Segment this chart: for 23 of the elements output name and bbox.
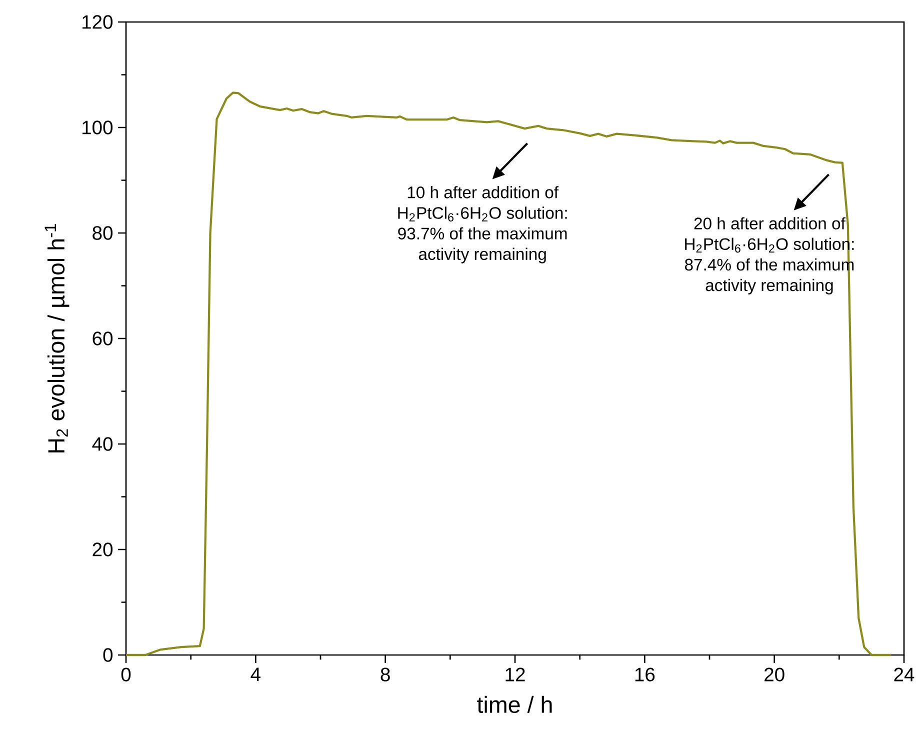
- y-tick-label: 0: [103, 648, 113, 662]
- x-axis-title: time / h: [477, 696, 552, 714]
- y-tick-label: 20: [92, 542, 113, 556]
- annotation: activity remaining: [418, 248, 546, 264]
- y-tick-label: 100: [82, 120, 113, 134]
- x-tick-label: 24: [894, 668, 914, 682]
- x-tick-label: 16: [635, 668, 655, 682]
- y-tick-label: 120: [82, 15, 113, 29]
- annotation: H$_{2}$PtCl$_{6}$·6H$_{2}$O solution:: [398, 206, 567, 222]
- y-tick-label: 80: [92, 226, 113, 240]
- y-axis-title: H$_{2}$ evolution / µmol h$^{-1}$: [44, 224, 70, 452]
- x-tick-label: 4: [250, 668, 260, 682]
- annotation: 93.7% of the maximum: [398, 227, 567, 240]
- y-tick-label: 40: [92, 437, 113, 451]
- line-series: [124, 92, 892, 656]
- y-tick-label: 60: [92, 332, 113, 346]
- x-tick-label: 12: [506, 668, 525, 682]
- x-tick-label: 8: [380, 668, 390, 682]
- annotation: 10 h after addition of: [408, 186, 559, 198]
- annotation: 20 h after addition of: [694, 217, 846, 230]
- x-tick-label: 0: [121, 668, 131, 682]
- x-tick-label: 20: [764, 668, 784, 682]
- annotation: activity remaining: [706, 278, 833, 294]
